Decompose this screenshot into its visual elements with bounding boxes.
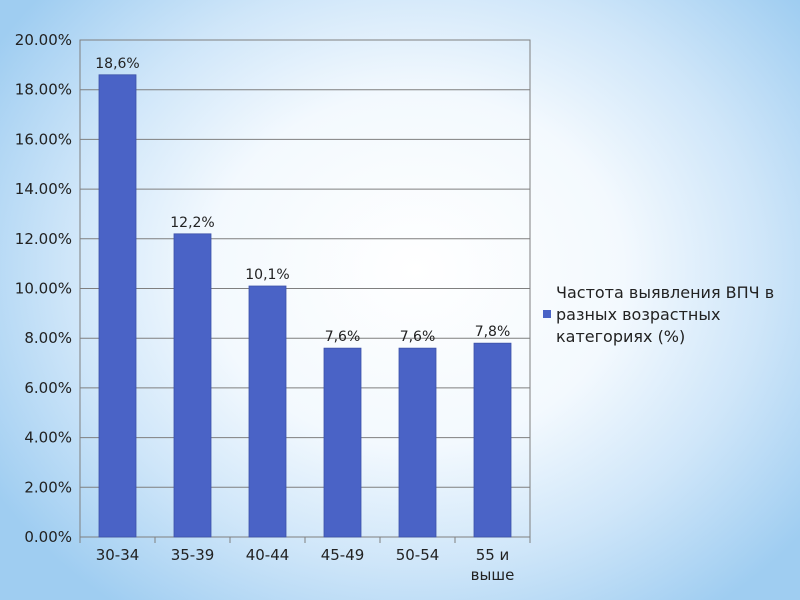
data-labels: 18,6% 12,2% 10,1% 7,6% 7,6% 7,8%: [95, 56, 510, 345]
x-tick-label: 55 и выше: [471, 546, 515, 584]
y-tick-label: 0.00%: [24, 528, 72, 546]
y-axis-ticks: 0.00% 2.00% 4.00% 6.00% 8.00% 10.00% 12.00% 14.…: [15, 31, 72, 546]
x-tick-label: 35-39: [171, 546, 215, 564]
data-label: 12,2%: [170, 215, 214, 231]
y-tick-label: 20.00%: [15, 31, 72, 49]
y-tick-label: 12.00%: [15, 230, 72, 248]
y-tick-label: 10.00%: [15, 280, 72, 298]
legend: Частота выявления ВПЧ в разных возрастных…: [543, 283, 774, 346]
x-axis-labels: 30-34 35-39 40-44 45-49 50-54 55 и выше: [96, 546, 515, 584]
data-label: 7,6%: [400, 329, 436, 345]
legend-label: Частота выявления ВПЧ в разных возрастных…: [556, 283, 774, 346]
y-tick-label: 8.00%: [24, 329, 72, 347]
x-tick-label: 30-34: [96, 546, 140, 564]
bar: [323, 347, 362, 538]
bar: [173, 233, 212, 538]
x-tick-label: 50-54: [396, 546, 440, 564]
data-label: 18,6%: [95, 56, 139, 72]
y-tick-label: 16.00%: [15, 130, 72, 148]
gridlines: [79, 39, 531, 543]
y-tick-label: 6.00%: [24, 379, 72, 397]
bars: [98, 74, 512, 538]
y-tick-label: 14.00%: [15, 180, 72, 198]
legend-swatch: [543, 310, 551, 318]
data-label: 7,6%: [325, 329, 361, 345]
data-label: 7,8%: [475, 324, 511, 340]
y-tick-label: 18.00%: [15, 81, 72, 99]
y-tick-label: 2.00%: [24, 478, 72, 496]
bar: [473, 342, 512, 538]
bar: [98, 74, 137, 538]
x-tick-label: 40-44: [246, 546, 290, 564]
bar: [248, 285, 287, 538]
y-tick-label: 4.00%: [24, 429, 72, 447]
data-label: 10,1%: [245, 267, 289, 283]
x-tick-label: 45-49: [321, 546, 365, 564]
bar: [398, 347, 437, 538]
